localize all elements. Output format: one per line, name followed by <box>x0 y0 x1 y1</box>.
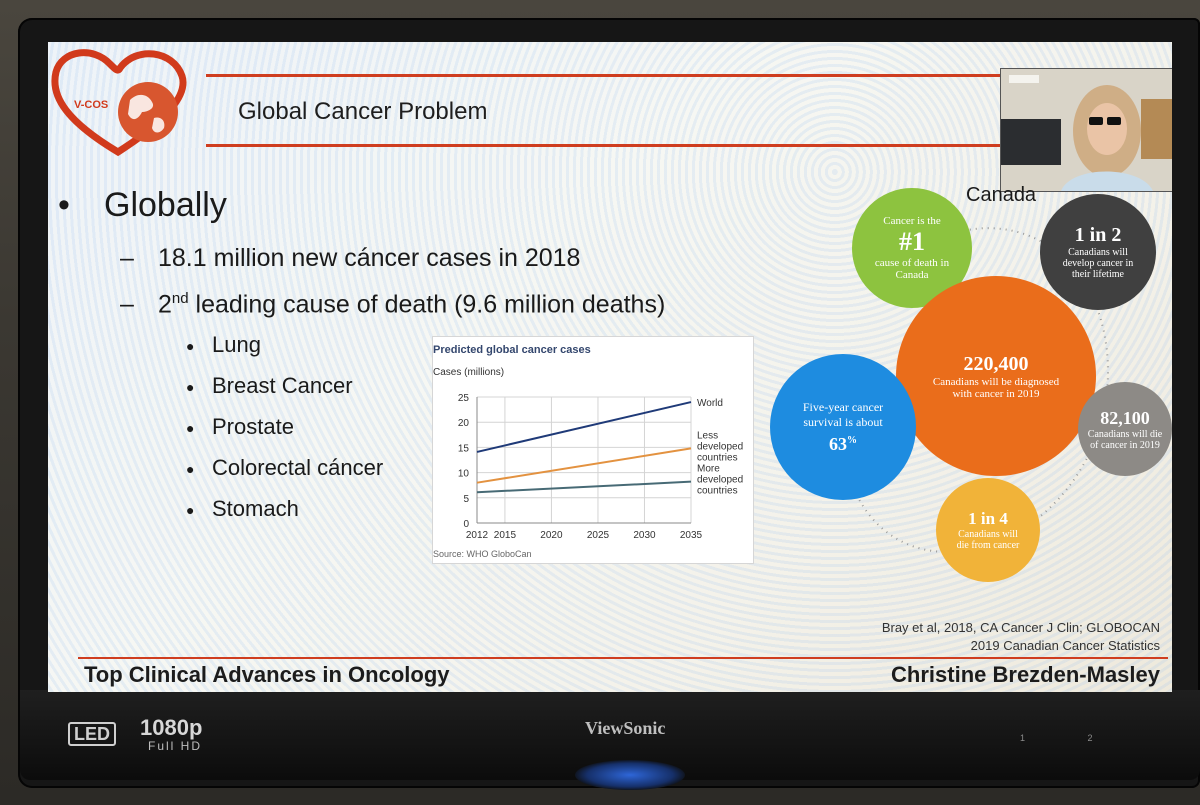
subbullet-cause-of-death: –2nd leading cause of death (9.6 million… <box>120 290 666 319</box>
list-item: ● Prostate <box>186 414 294 439</box>
list-item: ● Colorectal cáncer <box>186 455 384 480</box>
circle-bottom-text: cause of death in Canada <box>874 257 950 281</box>
circle-big-text: 1 in 2 <box>1074 224 1122 246</box>
stat-circle-survival: Five-year cancer survival is about 63% <box>770 354 916 500</box>
resolution-label: 1080p <box>140 715 203 740</box>
circle-big-text: #1 <box>899 227 925 256</box>
series-label: developed <box>697 475 743 486</box>
x-tick-label: 2015 <box>494 530 517 541</box>
y-tick-label: 0 <box>463 519 469 530</box>
connector-dots <box>841 227 1110 554</box>
list-item: ● Lung <box>186 332 261 357</box>
bullet-globally: • Globally <box>58 186 227 224</box>
x-tick-label: 2025 <box>587 530 610 541</box>
stat-circle-deaths: 82,100 Canadians will die of cancer in 2… <box>1078 382 1172 476</box>
subbullet-new-cases-text: 18.1 million new cáncer cases in 2018 <box>158 244 581 272</box>
led-badge: LED <box>68 722 116 746</box>
series-label: Less <box>697 430 718 441</box>
list-item-label: Lung <box>212 332 261 357</box>
y-tick-label: 25 <box>458 393 470 404</box>
stat-circle-one-in-four: 1 in 4 Canadians will die from cancer <box>936 478 1040 582</box>
series-label: countries <box>697 452 738 463</box>
series-line <box>476 401 692 453</box>
series-line <box>476 480 692 494</box>
series-line <box>476 447 692 484</box>
chart-ylabel: Cases (millions) <box>433 367 504 378</box>
list-item: ● Breast Cancer <box>186 373 353 398</box>
y-tick-label: 10 <box>458 469 470 480</box>
presenter-video <box>1001 69 1172 191</box>
vcos-logo: V-COS <box>51 49 187 157</box>
x-tick-label: 2012 <box>466 530 489 541</box>
y-tick-label: 5 <box>463 494 469 505</box>
x-tick-label: 2035 <box>680 530 703 541</box>
percent-sign: % <box>847 434 857 446</box>
circle-bottom-text: Canadians will be diagnosed with cancer … <box>932 375 1060 400</box>
series-label: World <box>697 398 723 409</box>
bullet-globally-text: Globally <box>104 186 227 224</box>
circle-bottom-text: Canadians will die of cancer in 2019 <box>1087 428 1163 451</box>
list-item-label: Prostate <box>212 414 294 439</box>
circle-big-text: 1 in 4 <box>968 509 1008 528</box>
x-tick-label: 2030 <box>633 530 656 541</box>
monitor-stand-light <box>575 760 685 790</box>
circle-top-text: Five-year cancer survival is about <box>802 399 884 429</box>
title-rule-bottom <box>206 144 1054 147</box>
circle-big-text: 220,400 <box>963 352 1029 375</box>
list-item: ● Stomach <box>186 496 299 521</box>
list-item-label: Stomach <box>212 496 299 521</box>
chart-title: Predicted global cancer cases <box>433 344 591 356</box>
slide-title: Global Cancer Problem <box>238 98 488 125</box>
presentation-slide: V-COS Global Cancer Problem • Globally –1… <box>48 42 1172 692</box>
chart-source: Source: WHO GloboCan <box>433 549 532 559</box>
y-tick-label: 15 <box>458 443 470 454</box>
y-tick-label: 20 <box>458 418 470 429</box>
circle-bottom-text: Canadians will develop cancer in their l… <box>1062 247 1134 280</box>
webcam-video-overlay[interactable] <box>1000 68 1172 192</box>
citation-line-1: Bray et al, 2018, CA Cancer J Clin; GLOB… <box>881 620 1160 635</box>
canada-heading: Canada <box>966 184 1037 206</box>
circle-big-text: 63 <box>829 433 847 454</box>
ordinal-suffix: nd <box>171 290 189 307</box>
resolution-sublabel: Full HD <box>148 739 203 753</box>
cancer-cases-chart: Predicted global cancer cases Cases (mill… <box>432 336 754 564</box>
footer-course-title: Top Clinical Advances in Oncology <box>84 662 450 687</box>
list-item-label: Colorectal cáncer <box>212 455 384 480</box>
citation-line-2: 2019 Canadian Cancer Statistics <box>970 638 1160 653</box>
circle-top-text: Cancer is the <box>883 215 941 227</box>
title-rule-top <box>206 74 1054 77</box>
series-label: developed <box>697 441 743 452</box>
series-label: countries <box>697 486 738 497</box>
stat-circle-one-in-two: 1 in 2 Canadians will develop cancer in … <box>1040 194 1156 310</box>
circle-bottom-text: Canadians will die from cancer <box>956 529 1020 551</box>
subbullet-cause-of-death-text: leading cause of death (9.6 million deat… <box>188 290 666 319</box>
series-label: More <box>697 464 720 475</box>
footer-rule <box>78 657 1168 659</box>
chart-svg: Predicted global cancer cases Cases (mill… <box>433 344 743 559</box>
circle-big-text: 82,100 <box>1100 407 1150 428</box>
stat-circle-diagnosed: 220,400 Canadians will be diagnosed with… <box>896 276 1096 476</box>
subbullet-new-cases: –18.1 million new cáncer cases in 2018 <box>120 244 581 272</box>
list-item-label: Breast Cancer <box>212 373 353 398</box>
footer-presenter-name: Christine Brezden-Masley <box>891 662 1160 687</box>
x-tick-label: 2020 <box>540 530 563 541</box>
logo-text: V-COS <box>74 99 108 111</box>
monitor-buttons[interactable]: 1 2 <box>1020 733 1123 743</box>
monitor-brand: ViewSonic <box>585 718 666 738</box>
ordinal-number: 2 <box>158 290 172 319</box>
